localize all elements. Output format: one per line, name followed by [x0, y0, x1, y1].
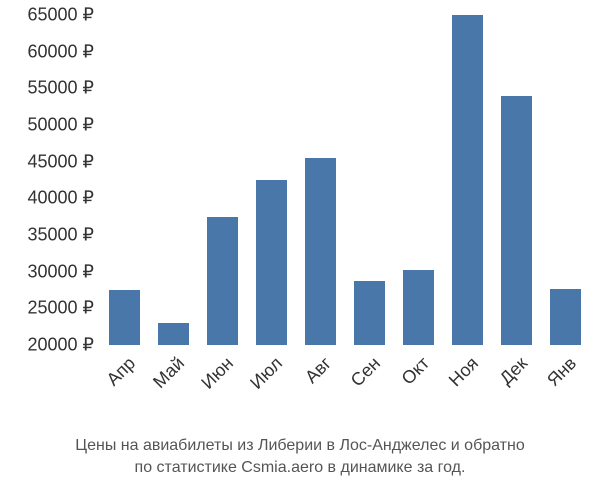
x-tick-label: Окт [397, 353, 433, 389]
price-chart: 20000 ₽ 25000 ₽ 30000 ₽ 35000 ₽ 40000 ₽ 45000… [0, 0, 600, 500]
y-tick-label: 65000 ₽ [27, 5, 94, 26]
y-tick-label: 20000 ₽ [27, 335, 94, 356]
bar [501, 96, 531, 345]
x-tick-label: Ноя [444, 353, 482, 391]
y-tick-label: 60000 ₽ [27, 41, 94, 62]
bar [550, 289, 580, 345]
bar [305, 158, 335, 345]
bar [109, 290, 139, 345]
x-tick-label: Дек [495, 353, 531, 389]
bar [452, 15, 482, 345]
x-tick-label: Янв [543, 353, 581, 391]
x-tick-label: Июн [197, 353, 238, 394]
y-tick-label: 35000 ₽ [27, 225, 94, 246]
y-tick-label: 50000 ₽ [27, 115, 94, 136]
bar [403, 270, 433, 345]
x-tick-label: Сен [346, 353, 384, 391]
bar [207, 217, 237, 345]
y-tick-label: 45000 ₽ [27, 151, 94, 172]
x-tick-label: Май [149, 353, 189, 393]
bar [158, 323, 188, 345]
caption-line-2: по статистике Csmia.aero в динамике за г… [0, 457, 600, 479]
bar [256, 180, 286, 345]
caption-line-1: Цены на авиабилеты из Либерии в Лос-Андж… [0, 435, 600, 457]
chart-caption: Цены на авиабилеты из Либерии в Лос-Андж… [0, 435, 600, 478]
x-tick-label: Июл [246, 353, 287, 394]
y-tick-label: 25000 ₽ [27, 298, 94, 319]
y-tick-label: 40000 ₽ [27, 188, 94, 209]
bar [354, 281, 384, 345]
x-tick-label: Авг [301, 353, 336, 388]
x-tick-label: Апр [102, 353, 139, 390]
plot-area [100, 15, 590, 345]
y-tick-label: 55000 ₽ [27, 78, 94, 99]
y-tick-label: 30000 ₽ [27, 261, 94, 282]
